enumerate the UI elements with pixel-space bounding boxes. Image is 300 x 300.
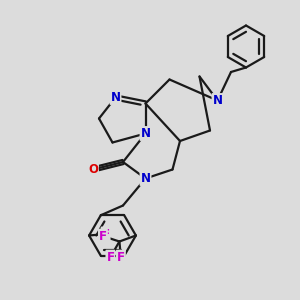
Text: F: F	[99, 230, 107, 243]
Text: N: N	[140, 127, 151, 140]
Text: N: N	[110, 91, 121, 104]
Text: F: F	[106, 250, 114, 264]
Text: F: F	[117, 250, 125, 264]
Text: N: N	[140, 172, 151, 185]
Text: N: N	[212, 94, 223, 107]
Text: F: F	[102, 227, 110, 241]
Text: O: O	[88, 163, 98, 176]
